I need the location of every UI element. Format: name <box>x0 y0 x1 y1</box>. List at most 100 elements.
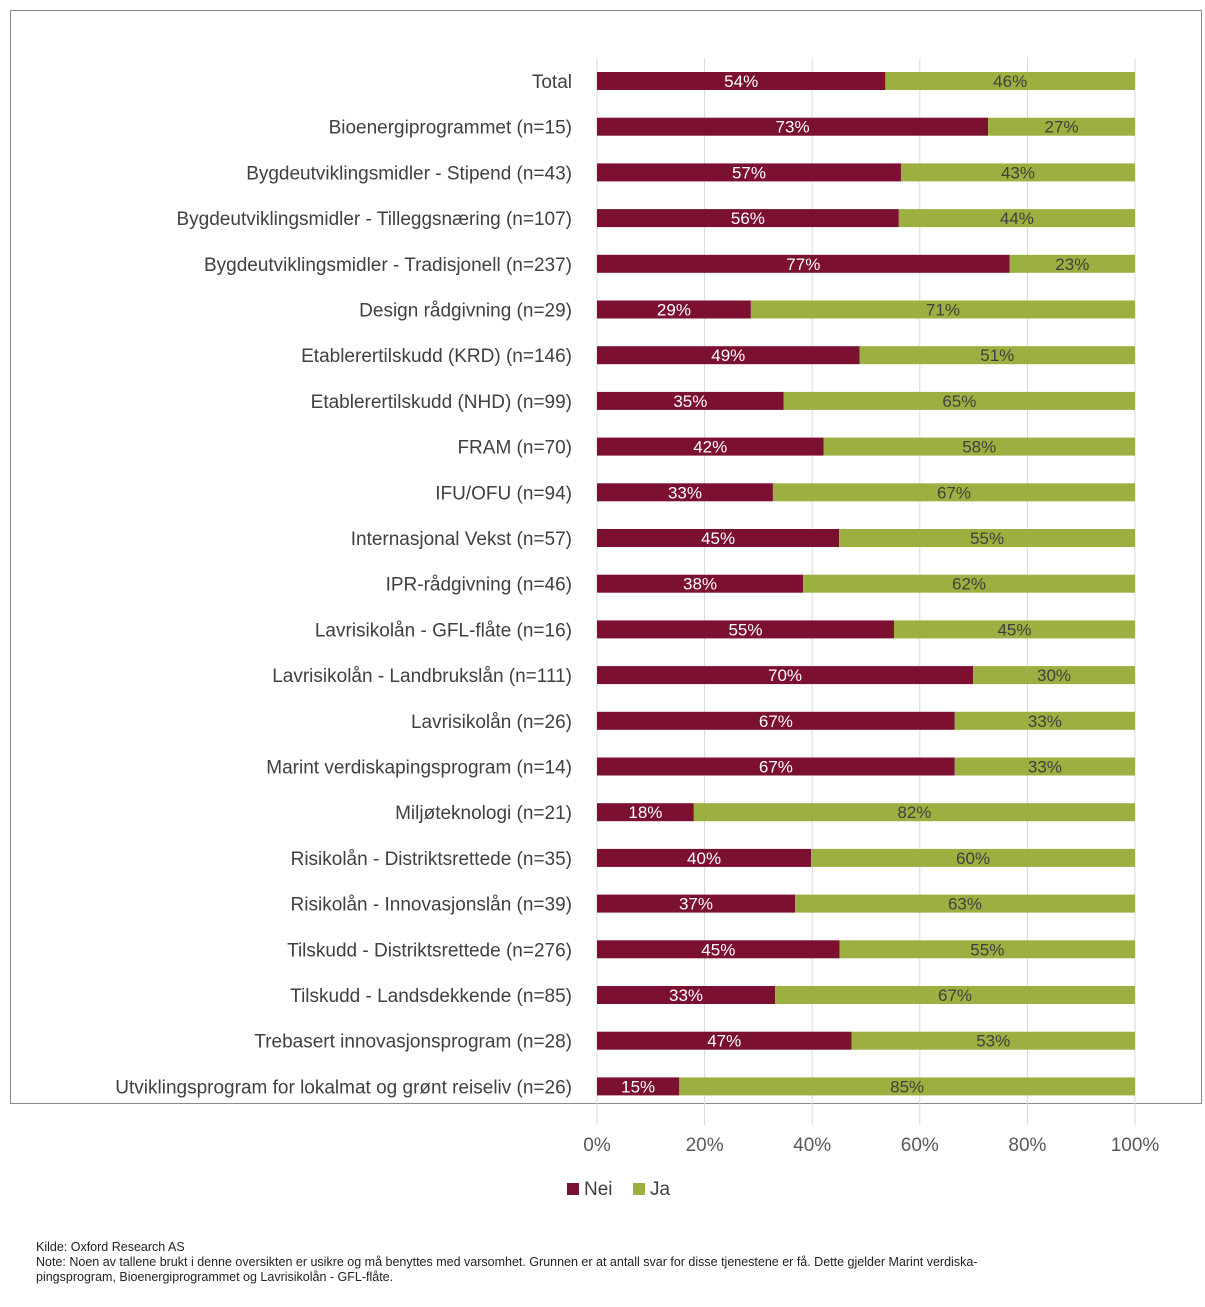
category-label: Bygdeutviklingsmidler - Tilleggsnæring (… <box>177 209 573 230</box>
category-label: IFU/OFU (n=94) <box>435 483 572 504</box>
category-label: Total <box>532 72 572 93</box>
bar-nei <box>597 483 773 502</box>
bar-nei <box>597 711 955 730</box>
bar-nei <box>597 1031 852 1050</box>
legend: Nei Ja <box>567 1179 671 1200</box>
category-label: Trebasert innovasjonsprogram (n=28) <box>254 1032 572 1053</box>
data-label-ja: 71% <box>926 301 960 320</box>
bar-ja <box>772 483 1135 502</box>
data-label-ja: 53% <box>976 1032 1010 1051</box>
bar-nei <box>597 254 1010 273</box>
bar-ja <box>898 209 1135 228</box>
bar-nei <box>597 437 824 456</box>
chart-notes: Kilde: Oxford Research AS Note: Noen av … <box>36 1240 1196 1285</box>
bar-nei <box>597 300 751 319</box>
data-label-ja: 43% <box>1001 163 1035 182</box>
bar-ja <box>811 848 1135 867</box>
category-label: Bygdeutviklingsmidler - Stipend (n=43) <box>246 163 572 184</box>
data-label-nei: 73% <box>776 118 810 137</box>
data-label-ja: 30% <box>1037 666 1071 685</box>
category-label: Bioenergiprogrammet (n=15) <box>329 118 572 139</box>
bar-nei <box>597 848 812 867</box>
x-axis-ticks: 0% 20% 40% 60% 80% 100% <box>583 1135 1159 1156</box>
data-label-nei: 38% <box>683 575 717 594</box>
data-label-nei: 37% <box>679 895 713 914</box>
bar-ja <box>750 300 1135 319</box>
bar-ja <box>839 940 1135 959</box>
data-label-nei: 67% <box>759 712 793 731</box>
data-label-ja: 55% <box>970 529 1004 548</box>
bar-ja <box>900 163 1135 182</box>
data-label-ja: 33% <box>1028 712 1062 731</box>
bar-ja <box>1009 254 1135 273</box>
data-label-ja: 65% <box>942 392 976 411</box>
bar-nei <box>597 1077 680 1096</box>
category-label: Lavrisikolån - Landbrukslån (n=111) <box>272 666 572 687</box>
data-label-ja: 45% <box>997 620 1031 639</box>
category-label: Lavrisikolån (n=26) <box>411 712 572 733</box>
data-label-ja: 63% <box>948 895 982 914</box>
data-label-ja: 55% <box>970 940 1004 959</box>
data-label-nei: 54% <box>724 72 758 91</box>
bar-ja <box>823 437 1135 456</box>
bar-ja <box>988 117 1135 136</box>
data-label-ja: 33% <box>1028 758 1062 777</box>
bar-ja <box>893 620 1135 639</box>
data-label-nei: 49% <box>711 346 745 365</box>
bar-ja <box>954 757 1135 776</box>
bar-nei <box>597 620 894 639</box>
x-tick-label: 60% <box>901 1135 939 1156</box>
note-line-1: Note: Noen av tallene brukt i denne over… <box>36 1255 978 1269</box>
data-label-ja: 51% <box>980 346 1014 365</box>
source-note: Kilde: Oxford Research AS <box>36 1240 185 1254</box>
bar-nei <box>597 986 776 1004</box>
bar-ja <box>794 894 1135 913</box>
bar-nei <box>597 574 804 593</box>
data-label-nei: 45% <box>701 529 735 548</box>
data-label-nei: 56% <box>731 209 765 228</box>
category-label: Lavrisikolån - GFL-flåte (n=16) <box>315 620 572 641</box>
x-tick-label: 100% <box>1111 1135 1160 1156</box>
category-label: Internasjonal Vekst (n=57) <box>351 529 572 550</box>
data-label-nei: 77% <box>786 255 820 274</box>
data-label-ja: 85% <box>890 1077 924 1096</box>
bar-ja <box>839 529 1135 547</box>
category-label: Tilskudd - Distriktsrettede (n=276) <box>287 940 572 961</box>
bar-ja <box>679 1077 1135 1096</box>
bar-nei <box>597 163 901 182</box>
data-label-nei: 45% <box>701 940 735 959</box>
bar-nei <box>597 209 899 228</box>
category-labels: Total Bioenergiprogrammet (n=15) Bygdeutvi… <box>115 72 572 1098</box>
data-label-ja: 62% <box>952 575 986 594</box>
data-label-ja: 67% <box>938 986 972 1005</box>
chart-frame <box>10 10 1202 1104</box>
bar-ja <box>783 391 1135 410</box>
category-label: Etablerertilskudd (NHD) (n=99) <box>311 392 572 413</box>
data-label-nei: 42% <box>693 438 727 457</box>
bar-ja <box>885 72 1135 90</box>
bar-ja <box>693 803 1135 822</box>
category-label: Utviklingsprogram for lokalmat og grønt … <box>115 1077 572 1098</box>
bar-nei <box>597 940 840 959</box>
bar-ja <box>859 346 1135 365</box>
bar-nei <box>597 666 974 685</box>
data-label-nei: 29% <box>657 301 691 320</box>
category-label: Marint verdiskapingsprogram (n=14) <box>266 758 572 779</box>
category-label: Bygdeutviklingsmidler - Tradisjonell (n=… <box>204 255 572 276</box>
note-line-2: pingsprogram, Bioenergiprogrammet og Lav… <box>36 1270 394 1284</box>
bars: 54% 46% 73% 27% 57% 43% 56% 44% 77% 23% 29% 71% 49% 5… <box>597 72 1135 1096</box>
bar-ja <box>973 666 1135 685</box>
data-label-nei: 18% <box>628 803 662 822</box>
legend-label-ja: Ja <box>650 1179 671 1200</box>
bar-nei <box>597 72 886 90</box>
data-label-ja: 23% <box>1055 255 1089 274</box>
data-label-ja: 46% <box>993 72 1027 91</box>
legend-label-nei: Nei <box>584 1179 613 1200</box>
data-label-nei: 47% <box>707 1032 741 1051</box>
category-label: Risikolån - Distriktsrettede (n=35) <box>291 849 572 870</box>
data-label-nei: 35% <box>673 392 707 411</box>
data-label-ja: 67% <box>937 483 971 502</box>
category-label: FRAM (n=70) <box>457 438 572 459</box>
x-tick-label: 0% <box>583 1135 611 1156</box>
